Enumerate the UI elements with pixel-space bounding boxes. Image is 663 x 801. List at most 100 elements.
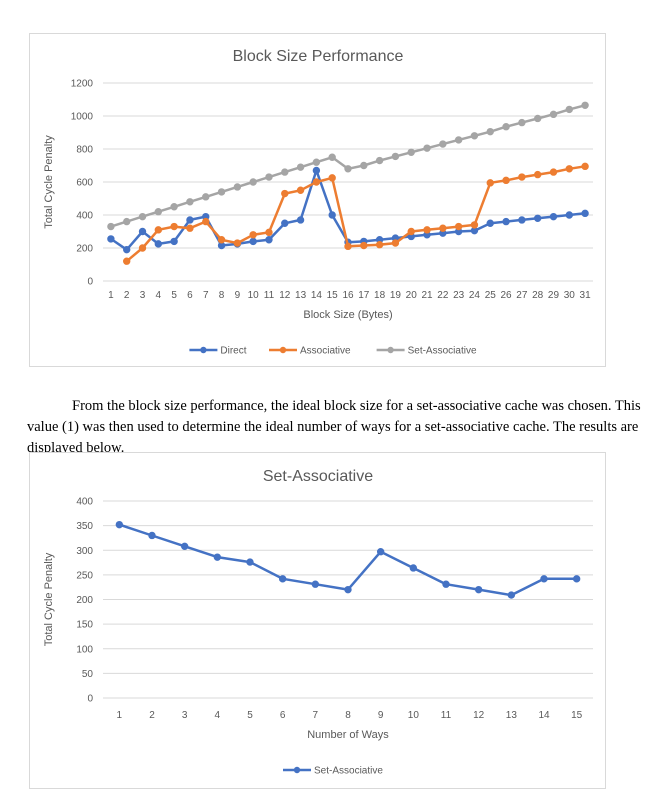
data-point-associative [454,222,463,231]
y-tick-label: 250 [76,570,93,581]
data-point-associative [154,226,163,234]
x-tick-label: 8 [345,710,351,721]
data-point-set-associative [281,168,289,176]
x-tick-label: 9 [235,290,241,301]
x-tick-label: 4 [156,290,162,301]
y-tick-label: 100 [76,644,93,655]
x-tick-label: 6 [280,710,286,721]
x-tick-label: 1 [117,710,123,721]
data-point-set-associative [565,105,573,114]
y-tick-label: 200 [76,595,93,606]
data-point-set-associative [344,165,352,173]
x-tick-label: 28 [532,290,544,301]
x-tick-label: 14 [311,290,323,301]
data-point-set-associative [391,152,400,161]
data-point-set-associative [581,101,589,109]
x-tick-label: 21 [421,290,433,301]
data-point-direct [549,212,558,221]
data-point-direct [312,166,321,175]
data-point-set-associative [278,575,287,583]
x-tick-label: 18 [374,290,386,301]
x-tick-label: 3 [140,290,146,301]
data-point-direct [138,227,147,236]
legend-marker-direct [200,346,207,354]
data-point-set-associative [572,575,581,583]
legend-label-associative: Associative [300,346,351,357]
data-point-set-associative [311,580,320,588]
data-point-associative [265,228,273,237]
data-point-associative [281,189,289,198]
data-point-set-associative [533,114,542,123]
legend: Direct Associative Set-Associative [189,346,477,357]
block-size-performance-chart: Block Size Performance 0 200 400 600 800 1000 1… [29,33,606,367]
x-tick-label: 26 [501,290,513,301]
x-tick-label: 31 [580,290,592,301]
x-tick-label: 11 [441,710,452,721]
x-tick-label: 15 [571,710,583,721]
data-point-set-associative [233,183,242,191]
x-tick-label: 9 [378,710,384,721]
x-tick-label: 5 [171,290,177,301]
x-tick-label: 5 [247,710,253,721]
x-tick-label: 11 [264,290,275,301]
data-point-associative [581,162,589,171]
data-point-associative [486,179,494,187]
x-tick-label: 16 [342,290,354,301]
data-point-direct [296,216,305,224]
data-point-set-associative [296,163,305,171]
y-axis-title: Total Cycle Penalty [43,552,55,646]
data-point-set-associative [344,585,352,594]
y-tick-label: 350 [76,521,93,532]
x-tick-label: 8 [219,290,225,301]
data-point-associative [296,186,305,194]
y-tick-label: 150 [76,620,93,631]
data-point-associative [360,241,368,250]
data-point-set-associative [502,123,510,131]
x-tick-label: 17 [358,290,370,301]
data-point-associative [549,168,558,176]
data-point-direct [502,217,510,226]
data-point-set-associative [328,153,336,161]
y-tick-label: 0 [87,277,93,288]
data-point-set-associative [376,548,385,556]
block-size-chart-svg: Block Size Performance 0 200 400 600 800 1000 1… [43,48,593,357]
x-tick-label: 29 [548,290,560,301]
data-point-associative [138,244,147,252]
series-line-associative [125,165,586,263]
data-point-direct [565,211,573,219]
x-tick-label: 13 [506,710,518,721]
data-point-set-associative [138,212,147,221]
data-point-set-associative [423,144,431,152]
legend-marker-set-associative [387,346,394,354]
data-point-associative [375,241,384,249]
data-point-set-associative [217,188,226,196]
data-point-set-associative [180,542,189,551]
y-tick-label: 1000 [71,112,94,123]
data-point-associative [533,170,542,179]
x-tick-label: 10 [408,710,420,721]
data-point-associative [502,176,510,185]
y-axis-title: Total Cycle Penalty [43,135,55,229]
data-point-associative [391,239,400,247]
data-point-associative [518,173,526,181]
data-point-direct [533,214,542,223]
x-tick-label: 30 [564,290,576,301]
data-point-set-associative [246,558,254,566]
data-point-direct [518,216,526,224]
data-point-associative [407,227,415,236]
data-point-associative [202,217,210,226]
data-point-set-associative [486,127,494,136]
legend-label-direct: Direct [220,346,246,357]
chart-title: Block Size Performance [233,48,404,65]
data-point-direct [154,240,163,248]
legend-marker-associative [279,346,287,354]
data-point-associative [312,178,321,186]
x-tick-label: 25 [485,290,497,301]
data-point-set-associative [154,208,163,216]
data-point-set-associative [549,110,558,119]
x-tick-label: 3 [182,710,188,721]
x-tick-label: 2 [149,710,155,721]
x-tick-label: 15 [327,290,339,301]
data-point-set-associative [407,148,415,157]
y-tick-label: 400 [76,497,93,508]
